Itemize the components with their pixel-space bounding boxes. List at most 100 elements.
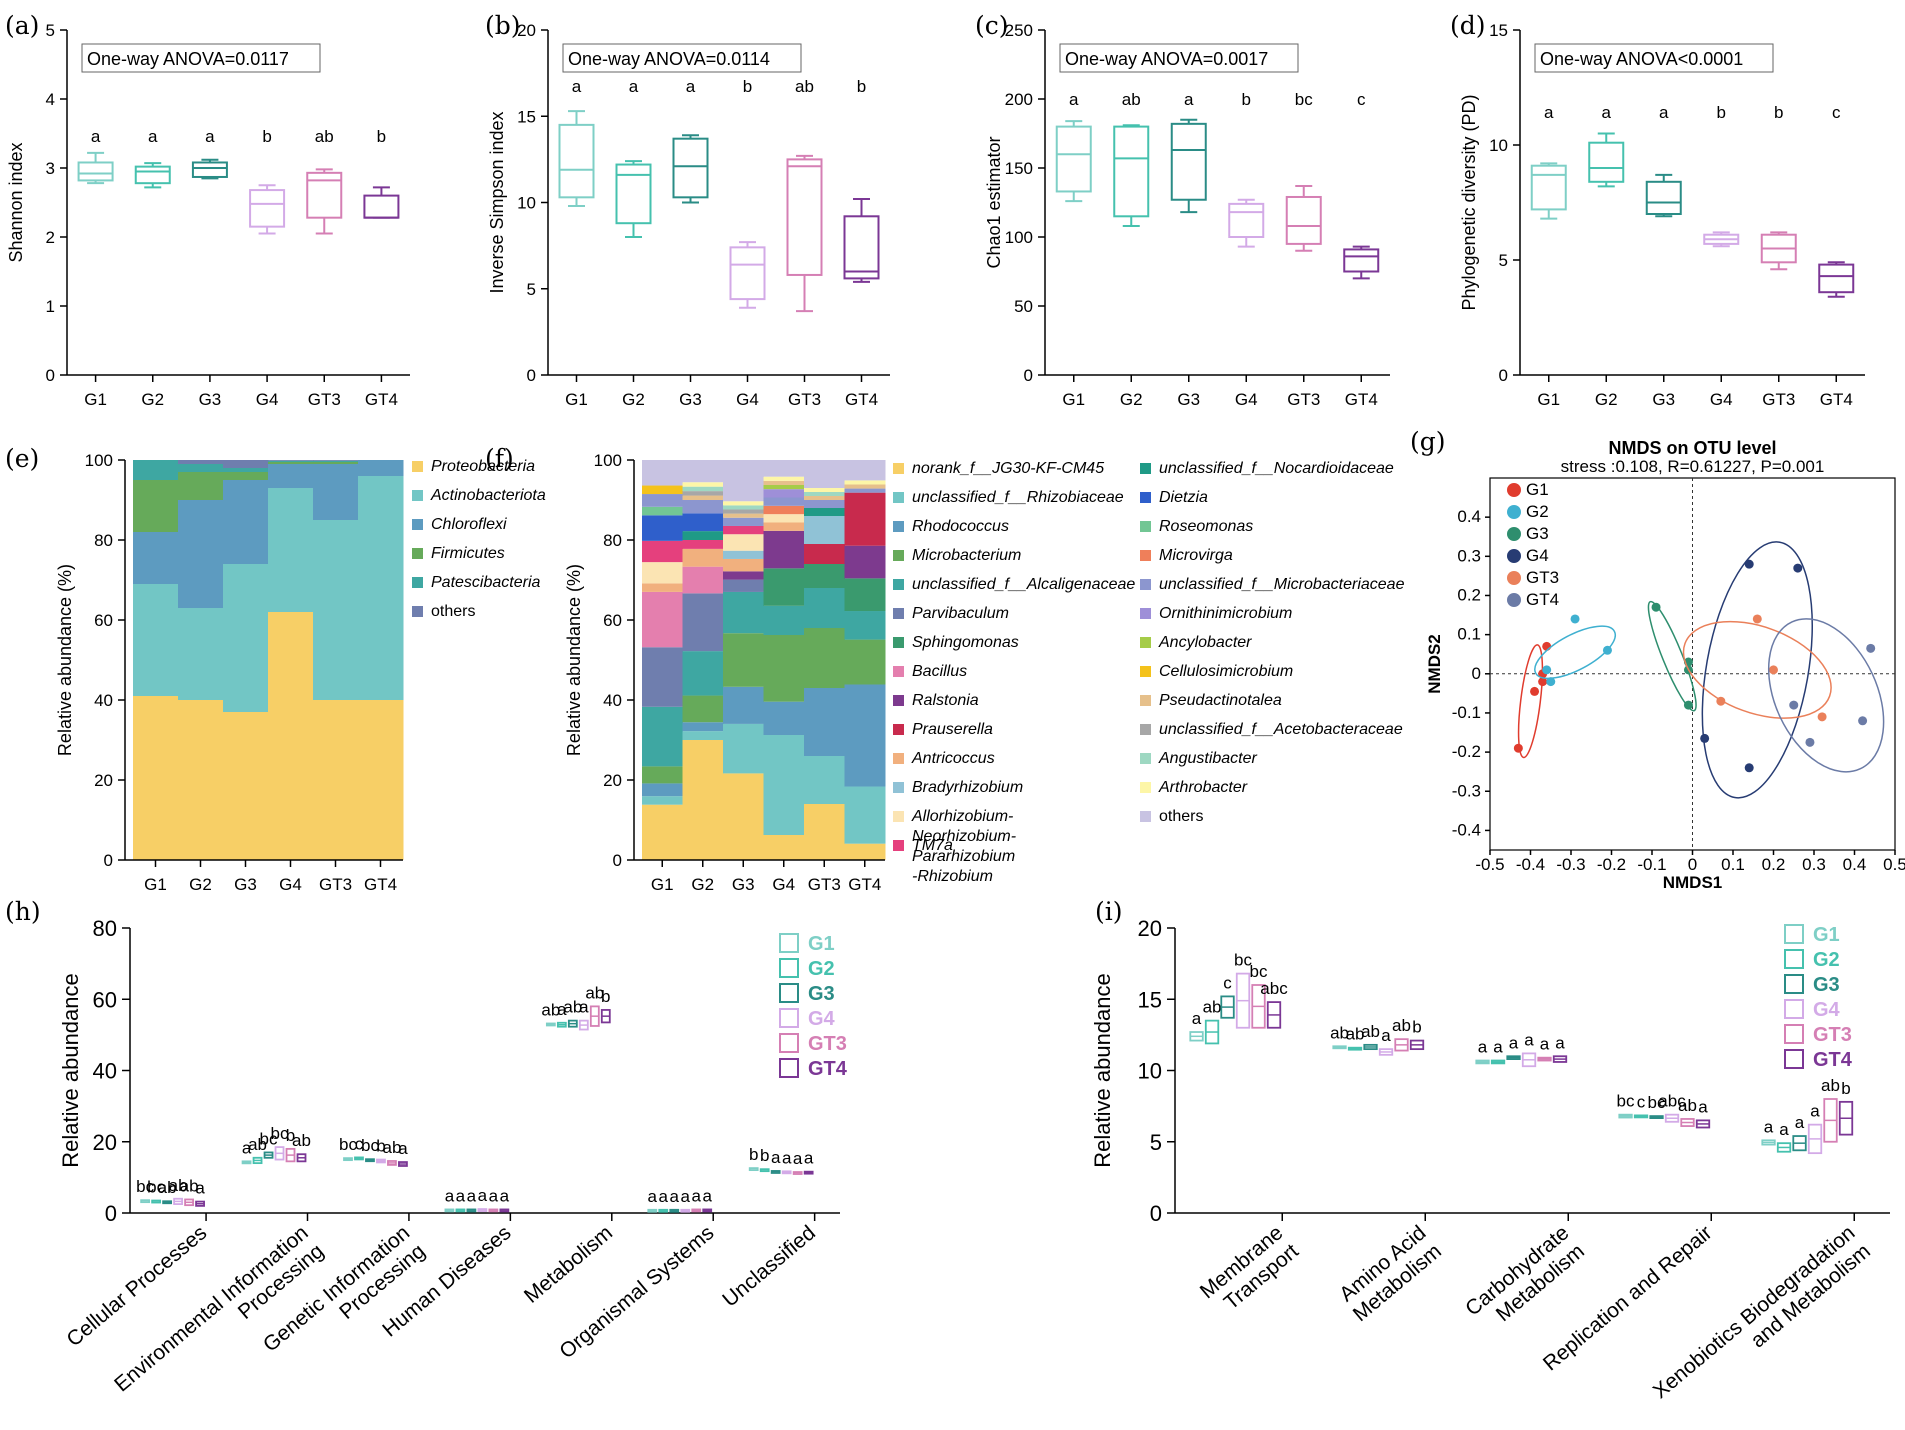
- bar-segment: [763, 460, 805, 477]
- legend-item: Microbacterium: [893, 547, 1021, 564]
- legend-item: Ancylobacter: [1140, 634, 1252, 651]
- bar-segment: [178, 608, 224, 700]
- legend-swatch: [1140, 463, 1151, 474]
- legend-label: Cellulosimicrobium: [1159, 663, 1293, 680]
- y-axis-label: Relative abundance (%): [564, 564, 584, 756]
- y-tick-label: 10: [517, 194, 536, 213]
- legend-item: others: [412, 603, 475, 620]
- significance-letter: a: [648, 1187, 658, 1206]
- bar-segment: [133, 460, 179, 480]
- bar-segment: [723, 591, 764, 634]
- bar-segment: [642, 796, 683, 805]
- y-tick-label: 40: [93, 1059, 117, 1084]
- stat-frame: [81, 43, 321, 73]
- x-tick-label: G1: [1537, 390, 1560, 409]
- panel-c: (c) 0 50 100 150 200 250 One-way ANOVA=0.0017 Ch…: [975, 11, 1390, 409]
- stat-box: One-way ANOVA<0.0001: [1534, 43, 1774, 73]
- data-point: [1700, 733, 1710, 743]
- legend-label: GT4: [808, 1058, 848, 1080]
- legend-swatch: [1140, 666, 1151, 677]
- legend-swatch: [1140, 521, 1151, 532]
- bar-segment: [723, 686, 764, 724]
- legend-item: Antricoccus: [893, 750, 995, 767]
- x-tick-label: -0.2: [1597, 855, 1626, 874]
- significance-letter: abc: [1658, 1092, 1686, 1111]
- box-G2: [134, 162, 171, 189]
- bar-segment: [723, 773, 764, 860]
- x-tick-label: G1: [84, 390, 107, 409]
- panel-d: (d) 0 5 10 15 One-way ANOVA<0.0001 Phylogeneti…: [1450, 11, 1865, 409]
- bar-segment: [642, 647, 683, 707]
- bar-segment: [682, 500, 724, 514]
- significance-letter: ab: [541, 1000, 560, 1019]
- significance-letter: a: [205, 127, 215, 146]
- significance-letter: a: [1069, 90, 1079, 109]
- significance-letter: a: [1555, 1033, 1565, 1052]
- significance-letter: c: [1637, 1092, 1646, 1111]
- legend-marker: [1507, 549, 1521, 563]
- stat-text: One-way ANOVA=0.0114: [568, 49, 770, 69]
- bar-segment: [723, 723, 764, 774]
- data-point: [1683, 700, 1693, 710]
- legend-label: unclassified_f__Rhizobiaceae: [912, 489, 1124, 506]
- legend-label: unclassified_f__Alcaligenaceae: [912, 576, 1135, 593]
- bar-segment: [682, 731, 724, 740]
- significance-letter: ab: [1330, 1023, 1349, 1042]
- y-tick-label: -0.4: [1452, 820, 1481, 839]
- x-tick-label: GT3: [1287, 390, 1320, 409]
- bar-segment: [804, 688, 845, 756]
- x-tick-label: GT3: [319, 875, 352, 894]
- bar-segment: [682, 593, 724, 652]
- legend-label: Antricoccus: [911, 750, 995, 767]
- y-tick-label: 150: [1005, 159, 1033, 178]
- legend: norank_f__JG30-KF-CM45 unclassified_f__Rh…: [893, 460, 1405, 885]
- significance-letter: b: [749, 1145, 758, 1164]
- box-GT4: [1818, 261, 1855, 298]
- bar-segment: [763, 530, 805, 569]
- legend-swatch: [779, 1058, 799, 1078]
- significance-letter: a: [1540, 1035, 1550, 1054]
- bar-segment: [763, 505, 805, 515]
- series-G2: G2: [1507, 502, 1616, 687]
- x-tick-label: 0.2: [1762, 855, 1786, 874]
- legend-label: Chloroflexi: [431, 516, 507, 533]
- x-tick-label: G4: [772, 875, 795, 894]
- x-tick-label-line: Metabolism: [520, 1221, 617, 1308]
- legend-item: Microvirga: [1140, 547, 1233, 564]
- bar-segment: [844, 545, 886, 579]
- significance-letter: a: [195, 1179, 205, 1198]
- box-body: [1818, 263, 1855, 294]
- y-tick-label: 0.2: [1457, 585, 1481, 604]
- y-tick-label: 60: [94, 611, 113, 630]
- x-tick-label: G2: [141, 390, 164, 409]
- significance-letter: ab: [1346, 1025, 1365, 1044]
- data-point: [1744, 763, 1754, 773]
- bar-segment: [133, 480, 179, 532]
- box-G3: [672, 134, 709, 204]
- confidence-ellipse: [1767, 618, 1885, 773]
- y-tick-label: 100: [594, 451, 622, 470]
- legend-label: Bacillus: [912, 663, 967, 680]
- y-axis-label: Chao1 estimator: [984, 136, 1004, 268]
- x-tick-label: G3: [732, 875, 755, 894]
- legend-label: Pseudactinotalea: [1159, 692, 1282, 709]
- box-body: [1645, 180, 1682, 216]
- bar-segment: [642, 460, 683, 486]
- box-G3: [191, 158, 228, 180]
- bar-segment: [804, 508, 845, 516]
- significance-letter: a: [702, 1186, 712, 1205]
- legend: Proteobacteria Actinobacteriota Chloroflex…: [412, 458, 546, 620]
- chart-subtitle: stress :0.108, R=0.61227, P=0.001: [1561, 457, 1825, 476]
- significance-letter: ab: [158, 1178, 177, 1197]
- significance-letter: a: [1810, 1102, 1820, 1121]
- significance-letter: ab: [1821, 1076, 1840, 1095]
- bar-segment: [723, 550, 764, 559]
- bar-segment: [723, 501, 764, 506]
- significance-letter: bc: [339, 1135, 357, 1154]
- legend-label: Proteobacteria: [431, 458, 535, 475]
- x-tick-label: GT4: [845, 390, 878, 409]
- data-point: [1817, 712, 1827, 722]
- y-tick-label: 0.1: [1457, 625, 1481, 644]
